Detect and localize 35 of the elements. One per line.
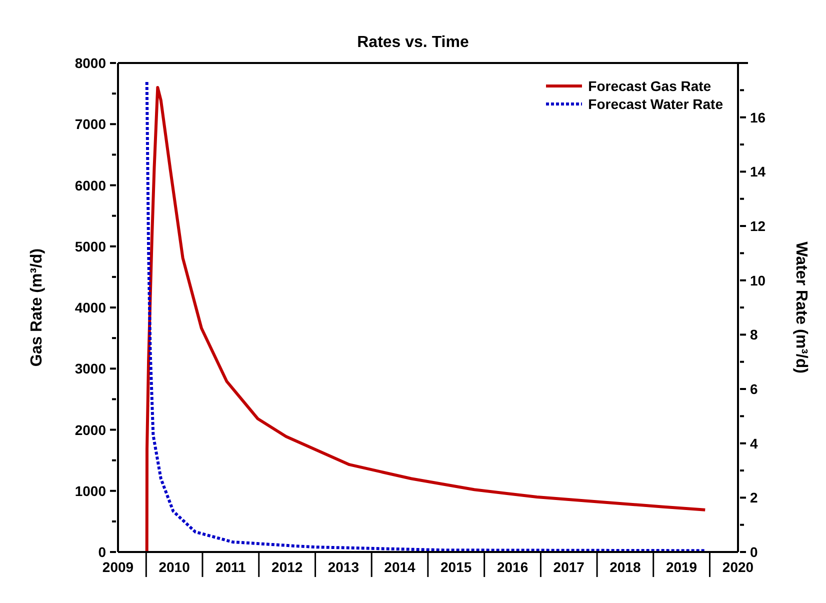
x-tick-label: 2014 bbox=[384, 559, 416, 575]
y2-tick-label: 14 bbox=[750, 164, 766, 180]
y-tick-label: 2000 bbox=[74, 422, 106, 438]
x-tick-label: 2016 bbox=[496, 559, 528, 575]
chart-title: Rates vs. Time bbox=[356, 34, 470, 52]
y2-axis-title: Water Rate (m³/d) bbox=[792, 242, 810, 374]
y-tick-label: 8000 bbox=[74, 55, 106, 71]
x-tick-label: 2012 bbox=[272, 559, 303, 575]
y-tick-label: 6000 bbox=[74, 177, 106, 194]
y2-tick-label: 2 bbox=[750, 490, 758, 506]
y2-tick-label: 10 bbox=[750, 272, 766, 288]
x-tick-label: 2019 bbox=[666, 559, 698, 575]
legend-label: Forecast Gas Rate bbox=[588, 78, 712, 94]
x-tick-label: 2009 bbox=[102, 559, 134, 575]
x-tick-label: 2013 bbox=[328, 559, 360, 575]
y-axis-title: Gas Rate (m³/d) bbox=[28, 248, 46, 367]
y2-tick-label: 16 bbox=[750, 109, 766, 126]
y2-tick-label: 12 bbox=[750, 218, 766, 234]
legend-label: Forecast Water Rate bbox=[588, 96, 723, 112]
x-tick-label: 2011 bbox=[215, 559, 246, 575]
x-tick-label: 2020 bbox=[722, 559, 754, 575]
y2-tick-label: 0 bbox=[750, 544, 758, 560]
y-tick-label: 5000 bbox=[74, 238, 106, 254]
y2-tick-label: 6 bbox=[750, 381, 758, 397]
y-tick-label: 1000 bbox=[74, 482, 106, 499]
y2-tick-label: 4 bbox=[750, 435, 758, 452]
y-tick-label: 4000 bbox=[74, 300, 106, 316]
x-tick-label: 2017 bbox=[553, 559, 585, 575]
y2-tick-label: 8 bbox=[750, 326, 758, 343]
x-tick-label: 2010 bbox=[158, 559, 190, 575]
y-tick-label: 3000 bbox=[74, 360, 106, 377]
y-tick-label: 7000 bbox=[74, 116, 106, 132]
x-tick-label: 2018 bbox=[610, 559, 641, 575]
x-tick-label: 2015 bbox=[440, 559, 472, 575]
y-tick-label: 0 bbox=[98, 544, 106, 560]
